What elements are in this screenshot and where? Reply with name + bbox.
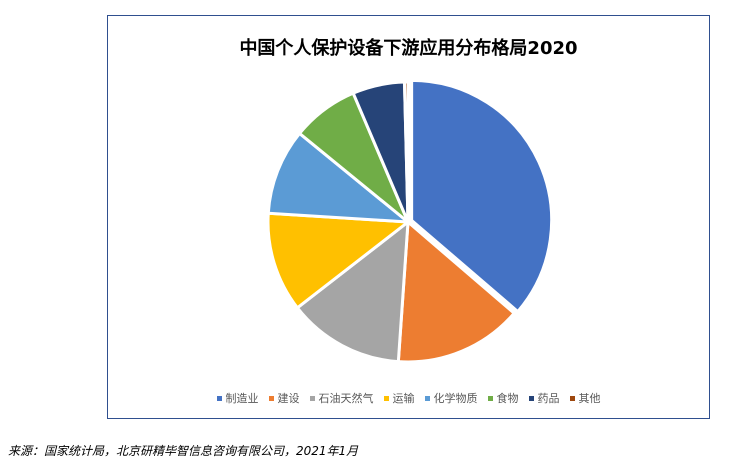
chart-frame: 中国个人保护设备下游应用分布格局2020 制造业 建设 石油天然气 运输 化学物质 食物 药…	[107, 15, 710, 419]
pie-slice-3	[295, 218, 410, 364]
legend-item: 化学物质	[424, 390, 478, 406]
pie-slice-5	[266, 131, 413, 224]
legend-label: 化学物质	[433, 392, 478, 405]
legend-label: 其他	[578, 392, 601, 405]
legend-item: 药品	[528, 390, 560, 406]
legend-swatch	[309, 395, 315, 401]
legend-label: 制造业	[225, 392, 259, 405]
legend-label: 运输	[392, 392, 415, 405]
pie-slice-2	[396, 218, 517, 364]
source-note: 来源：国家统计局，北京研精毕智信息咨询有限公司，2021年1月	[8, 444, 359, 458]
pie-slice-1	[410, 78, 554, 314]
legend-swatch	[424, 395, 430, 401]
pie-chart	[266, 78, 554, 364]
legend-swatch	[569, 395, 575, 401]
legend-label: 食物	[496, 392, 519, 405]
chart-title: 中国个人保护设备下游应用分布格局2020	[239, 38, 578, 59]
legend-label: 石油天然气	[318, 392, 374, 405]
legend-swatch	[383, 395, 389, 401]
legend-swatch	[487, 395, 493, 401]
legend-swatch	[268, 395, 274, 401]
legend-item: 其他	[569, 390, 601, 406]
legend-item: 建设	[268, 390, 300, 406]
legend-item: 制造业	[216, 390, 259, 406]
pie-slice-8	[402, 80, 410, 223]
legend-item: 运输	[383, 390, 415, 406]
legend-label: 药品	[537, 392, 560, 405]
pie-slice-4	[266, 211, 413, 310]
legend-item: 食物	[487, 390, 519, 406]
legend-item: 石油天然气	[309, 390, 374, 406]
legend: 制造业 建设 石油天然气 运输 化学物质 食物 药品 其他	[108, 390, 709, 406]
legend-swatch	[216, 395, 222, 401]
legend-swatch	[528, 395, 534, 401]
legend-label: 建设	[277, 392, 300, 405]
